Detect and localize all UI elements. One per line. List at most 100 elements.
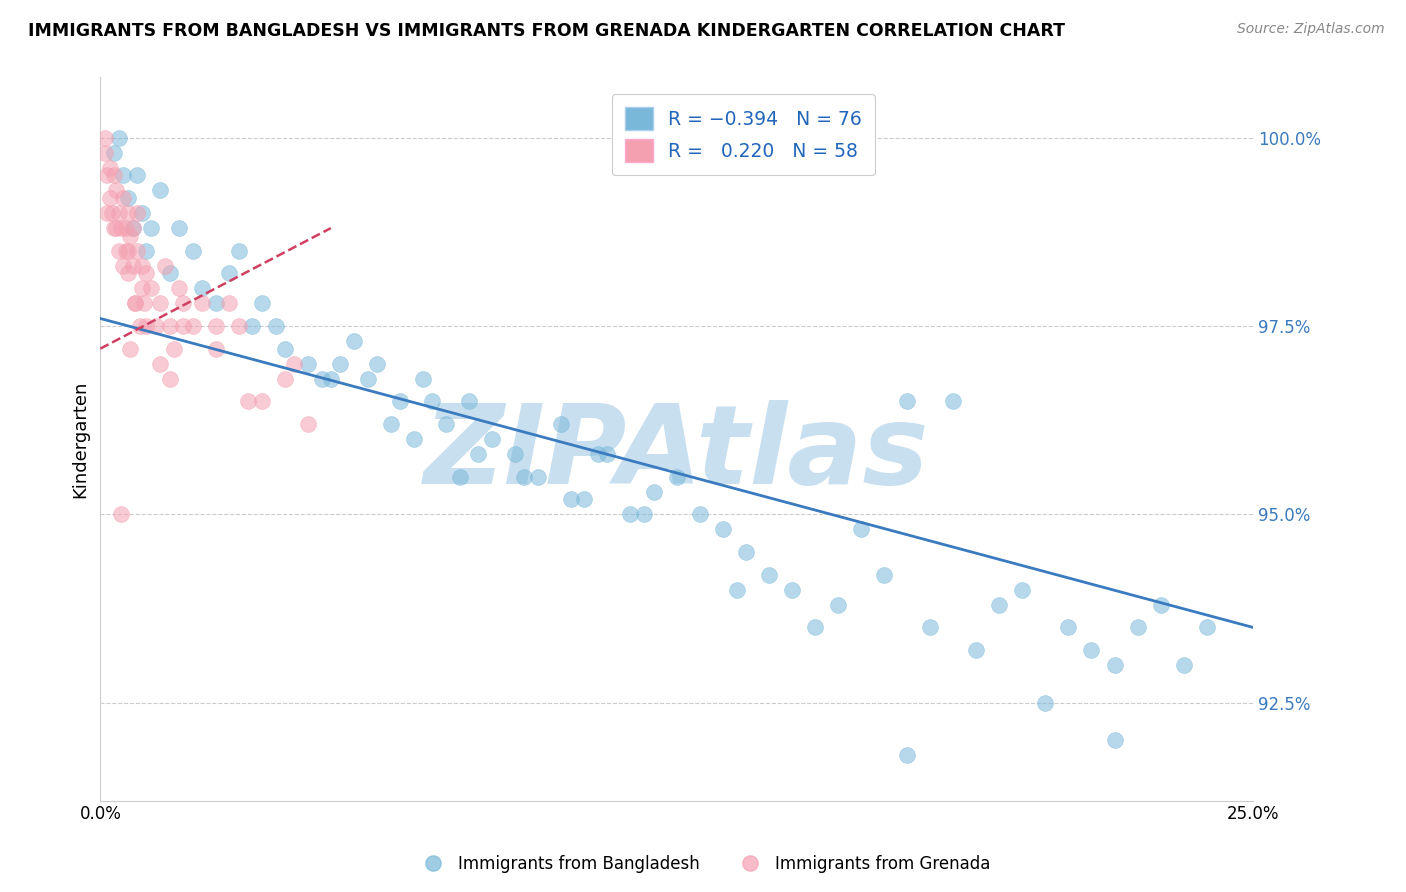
Point [103,169,125,183]
Point [121,221,143,235]
Point [942,394,965,409]
Point [135,244,157,258]
Point [135,319,157,334]
Point [297,417,319,431]
Point [128,319,150,334]
Point [1057,620,1080,634]
Point [420,394,443,409]
Point [172,319,194,334]
Point [172,296,194,310]
Point [121,221,143,235]
Point [297,357,319,371]
Text: Source: ZipAtlas.com: Source: ZipAtlas.com [1237,22,1385,37]
Point [131,206,153,220]
Point [181,244,204,258]
Point [896,394,918,409]
Point [574,492,596,507]
Point [725,582,748,597]
Point [139,281,162,295]
Point [149,357,172,371]
Point [120,228,142,243]
Point [105,183,128,197]
Point [319,372,342,386]
Point [98,191,121,205]
Point [689,508,711,522]
Point [434,417,457,431]
Point [388,394,411,409]
Point [242,319,264,334]
Point [665,469,688,483]
Point [135,266,157,280]
Legend: Immigrants from Bangladesh, Immigrants from Grenada: Immigrants from Bangladesh, Immigrants f… [409,848,997,880]
Point [873,567,896,582]
Legend: R = −0.394   N = 76, R =   0.220   N = 58: R = −0.394 N = 76, R = 0.220 N = 58 [612,94,875,176]
Point [149,183,172,197]
Point [1195,620,1218,634]
Point [96,169,118,183]
Point [105,221,128,235]
Point [228,319,250,334]
Point [134,296,156,310]
Point [357,372,380,386]
Point [1104,658,1126,673]
Point [619,508,641,522]
Point [181,319,204,334]
Point [250,296,273,310]
Point [101,206,124,220]
Point [1149,598,1171,612]
Point [204,319,226,334]
Point [191,296,214,310]
Point [98,161,121,175]
Point [412,372,434,386]
Point [804,620,827,634]
Text: ZIPAtlas: ZIPAtlas [423,400,929,507]
Point [380,417,402,431]
Point [145,319,167,334]
Point [94,145,117,160]
Point [311,372,333,386]
Point [780,582,803,597]
Point [643,484,665,499]
Point [114,244,136,258]
Point [1011,582,1033,597]
Point [121,259,143,273]
Point [586,447,609,461]
Point [107,130,129,145]
Point [283,357,305,371]
Point [94,130,117,145]
Point [124,296,146,310]
Point [458,394,481,409]
Point [711,523,734,537]
Point [120,342,142,356]
Point [159,372,181,386]
Point [124,296,146,310]
Point [236,394,259,409]
Point [204,296,226,310]
Point [117,206,139,220]
Point [153,259,176,273]
Point [1173,658,1195,673]
Point [449,469,471,483]
Point [103,145,125,160]
Point [103,221,125,235]
Point [131,281,153,295]
Point [1035,696,1057,710]
Point [596,447,619,461]
Point [274,372,297,386]
Point [167,281,190,295]
Point [560,492,582,507]
Text: IMMIGRANTS FROM BANGLADESH VS IMMIGRANTS FROM GRENADA KINDERGARTEN CORRELATION C: IMMIGRANTS FROM BANGLADESH VS IMMIGRANTS… [28,22,1066,40]
Point [107,206,129,220]
Point [550,417,572,431]
Point [1126,620,1149,634]
Point [117,266,139,280]
Point [112,169,135,183]
Point [159,319,181,334]
Point [264,319,287,334]
Point [343,334,366,348]
Point [127,169,149,183]
Point [159,266,181,280]
Point [633,508,655,522]
Point [965,643,987,657]
Point [228,244,250,258]
